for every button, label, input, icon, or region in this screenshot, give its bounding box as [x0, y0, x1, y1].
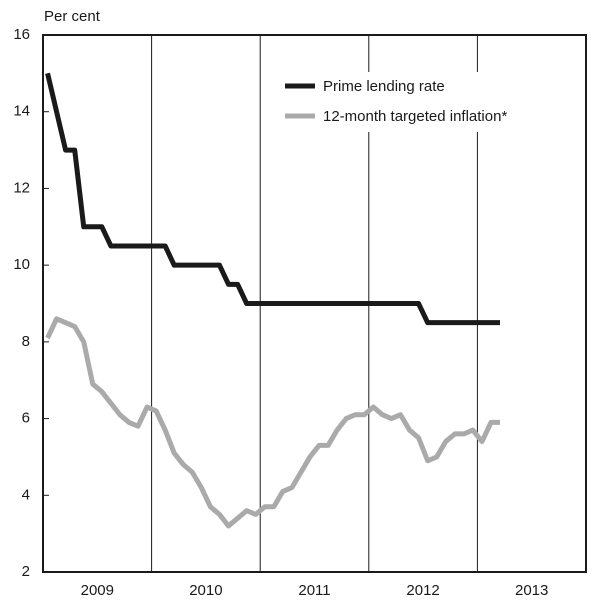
y-tick-label: 12 [13, 179, 30, 196]
x-tick-label: 2013 [515, 582, 548, 599]
x-tick-label: 2010 [189, 582, 222, 599]
y-tick-label: 16 [13, 26, 30, 43]
x-tick-label: 2009 [81, 582, 114, 599]
y-axis-label: Per cent [44, 8, 101, 25]
y-tick-label: 4 [22, 486, 30, 503]
legend-label: Prime lending rate [323, 78, 445, 95]
y-tick-label: 6 [22, 410, 30, 427]
legend-background [280, 72, 580, 132]
x-tick-label: 2012 [406, 582, 439, 599]
y-tick-label: 2 [22, 563, 30, 580]
series-line [45, 72, 500, 326]
legend-label: 12-month targeted inflation* [323, 108, 507, 125]
x-tick-label: 2011 [298, 582, 330, 599]
y-tick-label: 14 [13, 103, 30, 120]
y-tick-label: 8 [22, 333, 30, 350]
y-tick-label: 10 [13, 256, 30, 273]
series-line [45, 316, 500, 529]
plot-frame [42, 34, 587, 573]
